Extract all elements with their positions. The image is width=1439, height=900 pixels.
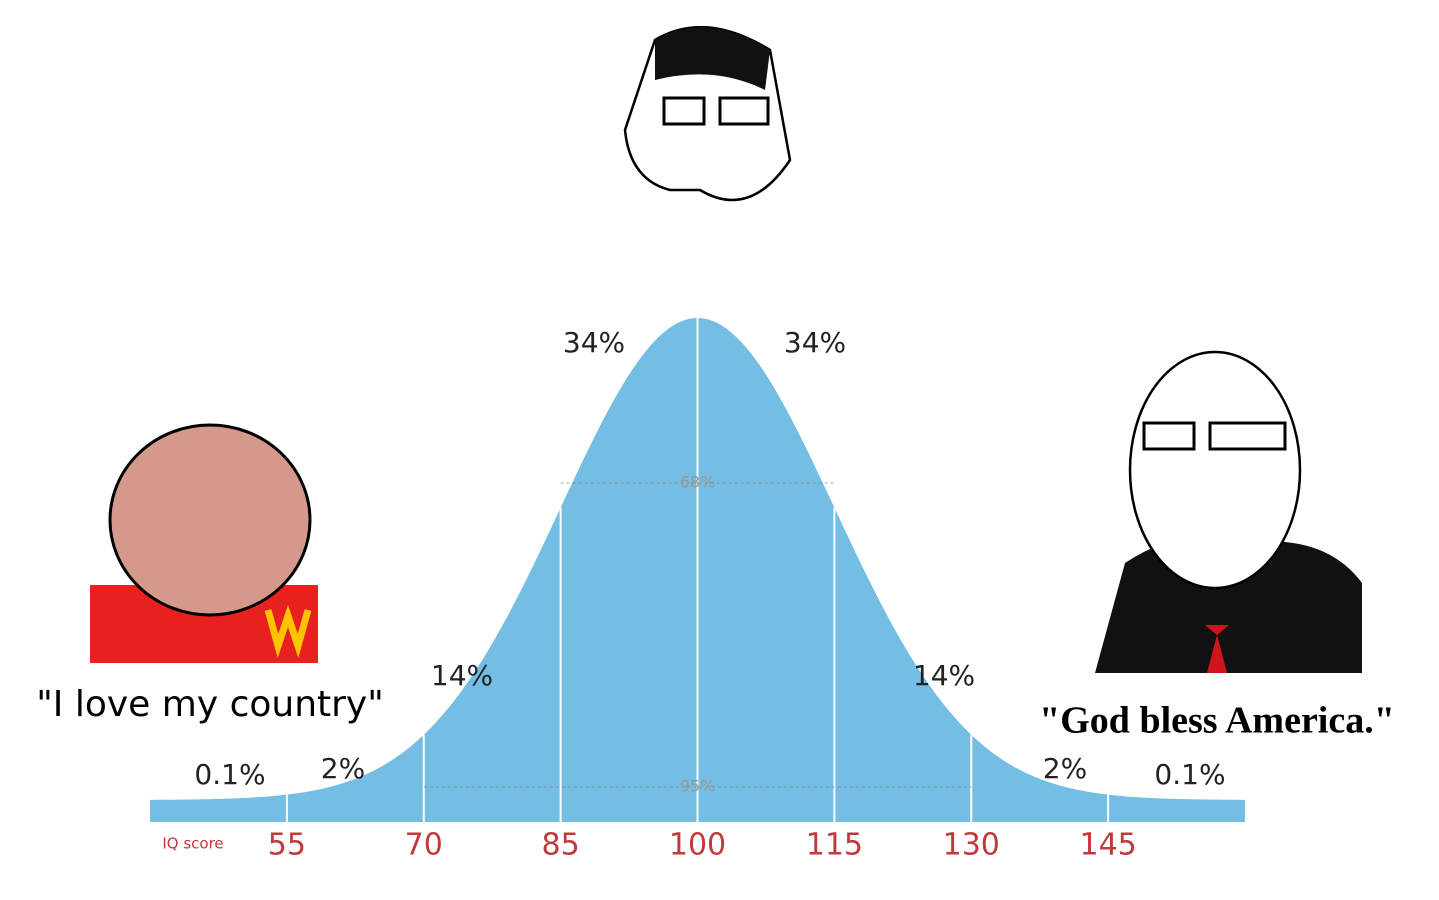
segment — [560, 318, 698, 822]
hair — [655, 27, 770, 90]
value-label: 2% — [1043, 752, 1087, 785]
face — [108, 423, 312, 617]
value-label: 2% — [321, 752, 365, 785]
x-tick-label: 85 — [542, 828, 580, 863]
segment — [286, 734, 424, 822]
x-tick-label: 70 — [405, 828, 443, 863]
face — [1128, 350, 1302, 590]
segment — [834, 507, 972, 822]
glasses — [662, 96, 706, 126]
value-label: 14% — [431, 659, 493, 692]
caption: "God bless America." — [1039, 700, 1395, 742]
glasses — [1142, 421, 1196, 451]
x-tick-label: 145 — [1079, 828, 1136, 863]
caption: "I love my country" — [36, 684, 384, 725]
x-tick-label: 130 — [943, 828, 1000, 863]
left-figure — [90, 423, 318, 663]
glasses — [718, 96, 770, 126]
segment — [971, 734, 1109, 822]
x-tick-label: 115 — [806, 828, 863, 863]
value-label: 0.1% — [194, 758, 265, 791]
segment — [1108, 794, 1245, 822]
x-tick-label: 55 — [268, 828, 306, 863]
value-label: 14% — [913, 659, 975, 692]
x-axis-label: IQ score — [162, 835, 223, 853]
segment — [697, 318, 835, 822]
suit — [1095, 536, 1362, 673]
right-figure — [1095, 350, 1362, 673]
value-label: 0.1% — [1154, 758, 1225, 791]
tie — [1205, 625, 1229, 673]
top-figure — [623, 25, 792, 202]
segment — [150, 794, 287, 822]
band-label: 95% — [680, 777, 716, 796]
value-label: 34% — [784, 326, 846, 359]
logo — [264, 604, 312, 658]
glasses — [1208, 421, 1287, 451]
value-label: 34% — [563, 326, 625, 359]
plot: 0.1% 2% 14% 34% 34% 14% 2% 0.1% 55 70 85 100 115 130 1… — [150, 318, 1245, 863]
segment — [423, 507, 561, 822]
band-label: 68% — [680, 473, 716, 492]
x-tick-label: 100 — [669, 828, 726, 863]
